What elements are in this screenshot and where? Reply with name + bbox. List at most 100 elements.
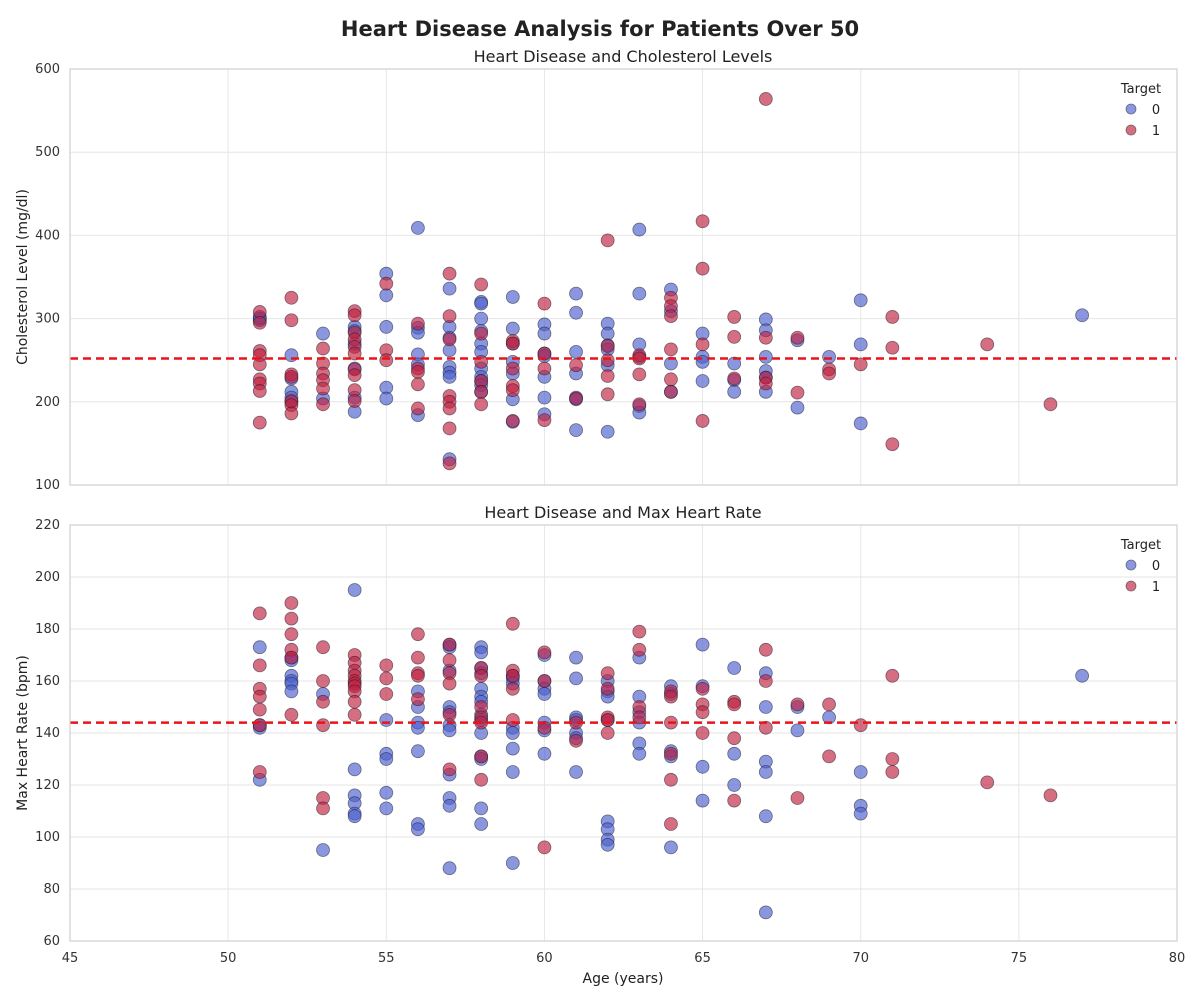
cholesterol-point-target-0 [632, 286, 647, 301]
heart-rate-y-tick-label: 160 [35, 674, 60, 689]
cholesterol-point-target-1 [411, 377, 425, 392]
heart-rate-point-target-1 [822, 749, 836, 764]
heart-rate-point-target-1 [252, 718, 267, 733]
heart-rate-point-target-1 [822, 697, 836, 712]
cholesterol-series-target-1 [252, 92, 1058, 471]
cholesterol-point-target-1 [885, 437, 900, 452]
cholesterol-point-target-0 [537, 390, 552, 405]
cholesterol-point-target-1 [252, 357, 267, 372]
cholesterol-point-target-1 [442, 309, 457, 324]
heart-rate-y-tick-label: 80 [43, 882, 60, 897]
cholesterol-point-target-0 [632, 222, 647, 237]
cholesterol-point-target-0 [569, 286, 583, 301]
cholesterol-point-target-1 [347, 308, 362, 323]
cholesterol-point-target-1 [474, 397, 489, 412]
cholesterol-point-target-1 [442, 401, 457, 416]
heart-rate-point-target-1 [252, 765, 267, 779]
cholesterol-point-target-1 [442, 456, 457, 471]
heart-rate-point-target-1 [664, 817, 678, 831]
heart-rate-point-target-1 [442, 762, 457, 777]
cholesterol-legend: Target 0 1 [1120, 82, 1161, 139]
cholesterol-point-target-1 [316, 381, 330, 396]
cholesterol-point-target-1 [885, 340, 900, 355]
heart-rate-point-target-1 [980, 775, 995, 790]
cholesterol-point-target-1 [853, 357, 868, 372]
heart-rate-point-target-0 [379, 713, 394, 727]
cholesterol-point-target-0 [600, 326, 615, 341]
cholesterol-y-tick-label: 200 [35, 395, 60, 410]
heart-rate-point-target-1 [537, 674, 552, 688]
heart-rate-point-target-0 [347, 809, 362, 824]
cholesterol-point-target-1 [316, 341, 330, 356]
heart-rate-point-target-1 [252, 658, 267, 673]
cholesterol-plot-frame [69, 68, 1178, 486]
heart-rate-point-target-1 [316, 718, 330, 733]
heart-rate-point-target-1 [695, 705, 710, 720]
heart-rate-x-tick-label: 65 [694, 951, 711, 966]
cholesterol-point-target-1 [284, 406, 299, 421]
heart-rate-point-target-1 [727, 793, 742, 808]
cholesterol-point-target-1 [600, 353, 615, 368]
cholesterol-point-target-1 [695, 337, 710, 352]
heart-rate-legend-marker-1 [1125, 580, 1137, 592]
heart-rate-point-target-0 [664, 840, 678, 855]
cholesterol-point-target-1 [379, 353, 394, 368]
heart-rate-point-target-1 [284, 596, 299, 610]
cholesterol-point-target-0 [379, 288, 394, 303]
heart-rate-point-target-1 [885, 752, 900, 766]
cholesterol-point-target-1 [252, 315, 267, 330]
heart-rate-legend-marker-0 [1125, 559, 1137, 571]
cholesterol-point-target-1 [1043, 397, 1058, 412]
cholesterol-point-target-0 [853, 293, 868, 308]
heart-rate-point-target-0 [537, 746, 552, 761]
heart-rate-point-target-1 [316, 694, 330, 709]
cholesterol-point-target-0 [442, 369, 457, 384]
cholesterol-point-target-1 [600, 233, 615, 248]
cholesterol-y-tick-label: 400 [35, 228, 60, 243]
heart-rate-point-target-0 [505, 856, 520, 870]
cholesterol-legend-label-1: 1 [1152, 124, 1160, 139]
heart-rate-point-target-1 [411, 627, 425, 642]
cholesterol-point-target-1 [885, 310, 900, 324]
heart-rate-point-target-1 [632, 710, 647, 725]
heart-rate-point-target-0 [474, 645, 489, 660]
heart-rate-legend: Target 0 1 [1120, 538, 1161, 595]
cholesterol-point-target-1 [632, 367, 647, 382]
cholesterol-point-target-1 [537, 361, 552, 376]
cholesterol-point-target-0 [474, 296, 489, 311]
cholesterol-point-target-0 [853, 416, 868, 431]
cholesterol-point-target-1 [632, 397, 647, 412]
heart-rate-point-target-0 [790, 723, 805, 738]
cholesterol-y-tick-label: 300 [35, 312, 60, 327]
heart-rate-point-target-1 [474, 772, 489, 787]
cholesterol-point-target-0 [474, 311, 489, 326]
cholesterol-point-target-1 [537, 296, 552, 311]
heart-rate-point-target-1 [695, 726, 710, 740]
cholesterol-point-target-0 [695, 374, 710, 388]
heart-rate-point-target-0 [379, 801, 394, 816]
cholesterol-point-target-1 [347, 394, 362, 408]
heart-rate-point-target-1 [474, 749, 489, 764]
cholesterol-point-target-0 [379, 391, 394, 406]
heart-rate-point-target-0 [505, 741, 520, 756]
heart-rate-point-target-1 [442, 707, 457, 722]
cholesterol-y-axis-label: Cholesterol Level (mg/dl) [15, 189, 31, 365]
cholesterol-point-target-1 [600, 387, 615, 402]
heart-rate-point-target-1 [569, 733, 583, 748]
cholesterol-point-target-1 [411, 364, 425, 379]
cholesterol-point-target-1 [664, 372, 678, 387]
cholesterol-point-target-0 [505, 321, 520, 336]
heart-rate-point-target-1 [505, 713, 520, 727]
heart-rate-plot-frame [69, 524, 1178, 942]
cholesterol-legend-marker-0 [1125, 103, 1137, 115]
heart-rate-point-target-1 [505, 616, 520, 631]
heart-rate-point-target-1 [664, 772, 678, 787]
cholesterol-chart: 100 200 300 400 500 600 Target 0 1 Heart Disease … [15, 47, 1178, 493]
cholesterol-legend-label-0: 0 [1152, 103, 1160, 118]
cholesterol-point-target-1 [664, 309, 678, 324]
cholesterol-chart-title: Heart Disease and Cholesterol Levels [474, 47, 773, 66]
cholesterol-y-tick-label: 600 [35, 62, 60, 77]
cholesterol-point-target-1 [252, 415, 267, 430]
heart-rate-point-target-1 [442, 653, 457, 668]
heart-rate-point-target-0 [632, 746, 647, 761]
